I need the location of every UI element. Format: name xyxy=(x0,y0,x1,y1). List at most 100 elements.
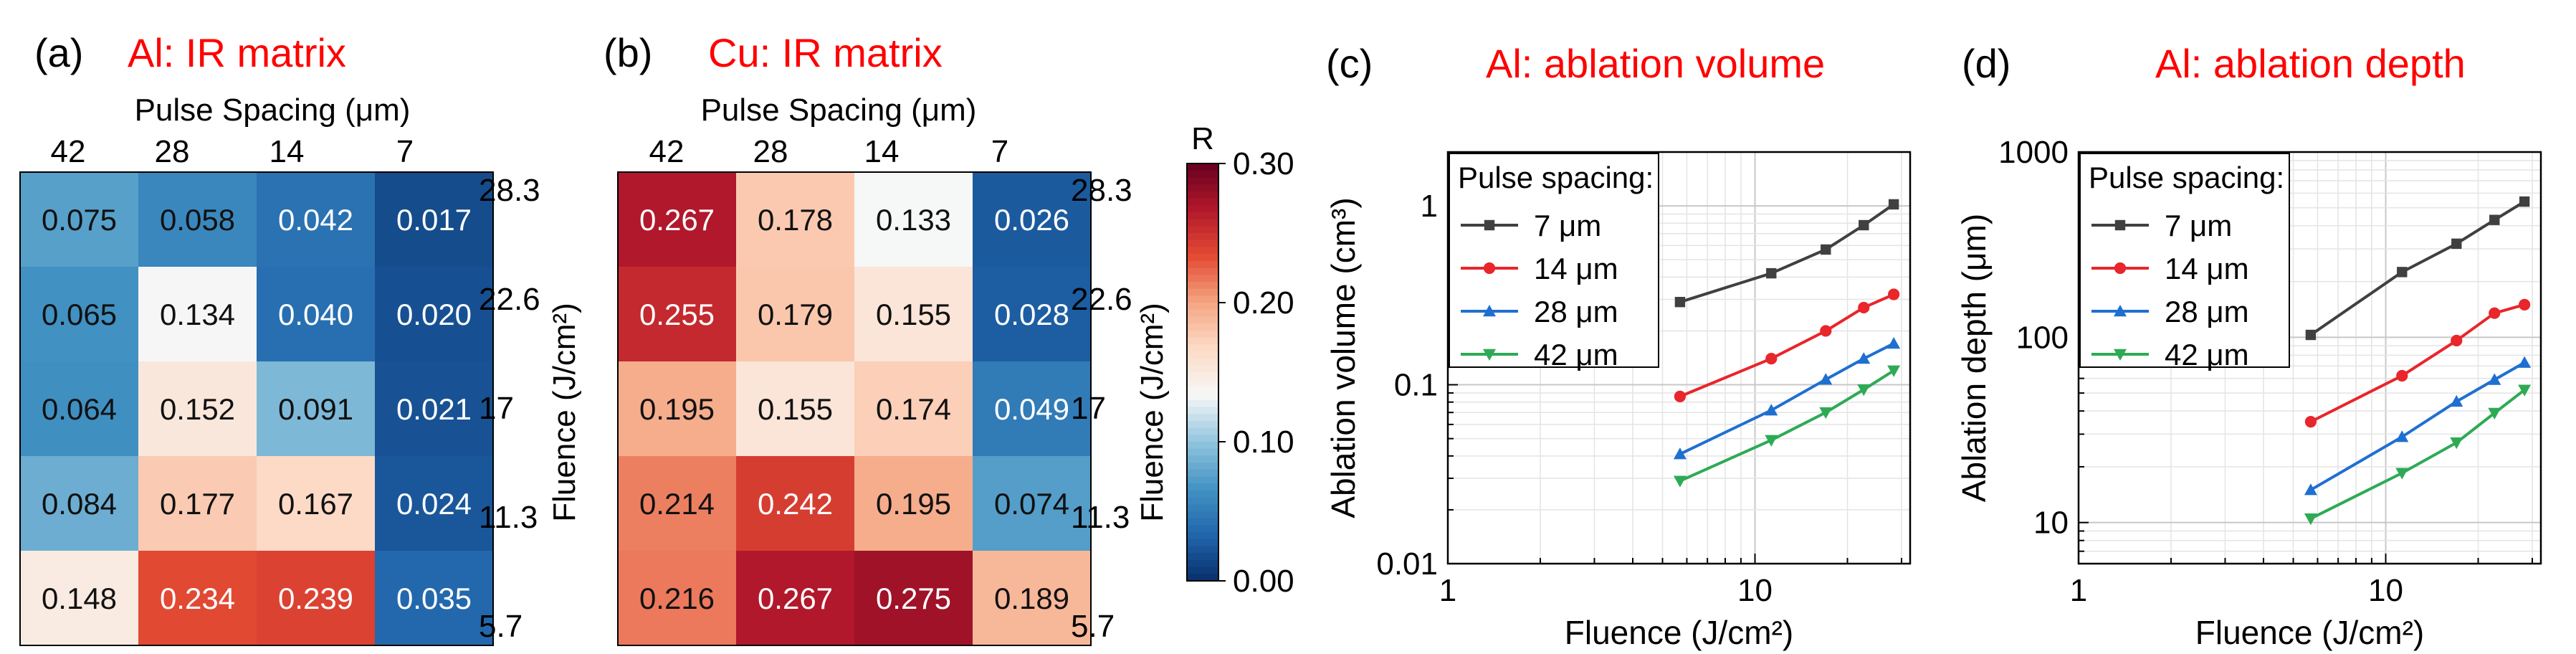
colorbar-segment xyxy=(1187,170,1218,178)
data-point xyxy=(1483,262,1496,275)
colorbar-segment xyxy=(1187,504,1218,512)
cell-value: 0.239 xyxy=(278,582,353,615)
cell-value: 0.040 xyxy=(278,298,353,331)
column-label: 7 xyxy=(991,134,1008,169)
colorbar-segment xyxy=(1187,316,1218,324)
colorbar-segment xyxy=(1187,212,1218,220)
colorbar-segment xyxy=(1187,205,1218,213)
legend-box xyxy=(2079,153,2290,368)
data-point xyxy=(1820,325,1832,337)
data-point xyxy=(2114,305,2127,317)
legend-entry: 28 μm xyxy=(1534,295,1618,328)
data-point xyxy=(2114,262,2127,275)
legend-title: Pulse spacing: xyxy=(1458,161,1654,194)
colorbar-segment xyxy=(1187,379,1218,387)
colorbar-segment xyxy=(1187,295,1218,303)
colorbar-segment xyxy=(1187,303,1218,311)
heatmap-cell xyxy=(20,361,139,457)
cell-value: 0.216 xyxy=(639,582,715,615)
panel-a-title: Al: IR matrix xyxy=(128,30,346,75)
cell-value: 0.148 xyxy=(42,582,117,615)
colorbar-segment xyxy=(1187,358,1218,366)
colorbar-segment xyxy=(1187,351,1218,359)
row-label: 22.6 xyxy=(1071,282,1132,317)
heatmap-cell xyxy=(618,267,737,362)
colorbar-frame xyxy=(1186,163,1219,582)
cell-value: 0.028 xyxy=(994,298,1069,331)
legend-entry: 28 μm xyxy=(2165,295,2249,328)
data-point xyxy=(2488,407,2501,420)
row-label: 5.7 xyxy=(1071,609,1115,644)
row-label: 11.3 xyxy=(479,500,538,535)
cell-value: 0.155 xyxy=(758,392,833,426)
heatmap-cell xyxy=(375,551,494,646)
y-tick-label: 10 xyxy=(2033,506,2069,541)
colorbar-segment xyxy=(1187,399,1218,408)
data-point xyxy=(2304,416,2317,428)
column-label: 28 xyxy=(753,134,788,169)
plot-frame xyxy=(1446,151,1912,565)
cell-value: 0.017 xyxy=(396,203,472,237)
cell-value: 0.179 xyxy=(758,298,833,331)
heatmap-cell xyxy=(618,456,737,551)
colorbar-segment xyxy=(1187,344,1218,352)
cell-value: 0.152 xyxy=(160,392,235,426)
cell-value: 0.242 xyxy=(758,487,833,521)
heatmap-cell xyxy=(20,551,139,646)
legend-entry: 42 μm xyxy=(2165,338,2249,371)
colorbar-segment xyxy=(1187,511,1218,519)
data-point xyxy=(2519,298,2531,311)
fluence-axis-label: Fluence (J/cm²) xyxy=(547,303,582,522)
colorbar-segment xyxy=(1187,414,1218,422)
colorbar-segment xyxy=(1187,330,1218,338)
data-point xyxy=(2518,356,2532,368)
column-label: 7 xyxy=(396,134,414,169)
x-axis-label: Fluence (J/cm²) xyxy=(2195,614,2424,651)
row-label: 17 xyxy=(1071,391,1106,426)
cell-value: 0.255 xyxy=(639,298,715,331)
legend-title: Pulse spacing: xyxy=(2089,161,2284,194)
heatmap-cell xyxy=(375,172,494,267)
colorbar-segment xyxy=(1187,448,1218,456)
data-point xyxy=(1484,219,1495,231)
heatmap-cell xyxy=(854,267,973,362)
colorbar-segment xyxy=(1187,497,1218,505)
row-label: 5.7 xyxy=(479,609,523,644)
colorbar-segment xyxy=(1187,233,1218,241)
colorbar-segment xyxy=(1187,463,1218,470)
colorbar-segment xyxy=(1187,483,1218,491)
data-point xyxy=(1887,337,1901,349)
cell-value: 0.177 xyxy=(160,487,235,521)
data-point xyxy=(1674,296,1686,308)
legend-entry: 14 μm xyxy=(1534,252,1618,285)
cell-value: 0.035 xyxy=(396,582,472,615)
heatmap-frame xyxy=(19,171,494,646)
x-tick-label: 10 xyxy=(1737,573,1773,608)
cell-value: 0.058 xyxy=(160,203,235,237)
colorbar-segment xyxy=(1187,260,1218,269)
colorbar-segment xyxy=(1187,309,1218,317)
row-label: 11.3 xyxy=(1071,500,1130,535)
cell-value: 0.084 xyxy=(42,487,117,521)
heatmap-cell xyxy=(973,172,1092,267)
heatmap-cell xyxy=(257,456,376,551)
data-point xyxy=(2451,334,2463,347)
colorbar-segment xyxy=(1187,469,1218,478)
panel-d-label: (d) xyxy=(1962,41,2010,86)
data-point xyxy=(2395,468,2409,480)
data-point xyxy=(1857,384,1871,397)
cell-value: 0.049 xyxy=(994,392,1069,426)
colorbar-tick-label: 0.10 xyxy=(1233,425,1294,460)
heatmap-cell xyxy=(973,456,1092,551)
y-axis-label: Ablation depth (μm) xyxy=(1955,214,1993,502)
legend-entry: 14 μm xyxy=(2165,252,2249,285)
colorbar-segment xyxy=(1187,553,1218,561)
data-point xyxy=(1858,301,1870,314)
colorbar-segment xyxy=(1187,420,1218,429)
heatmap-cell xyxy=(618,172,737,267)
cell-value: 0.021 xyxy=(396,392,472,426)
colorbar-segment xyxy=(1187,281,1218,290)
x-tick-label: 10 xyxy=(2368,573,2403,608)
data-point xyxy=(1819,407,1833,420)
legend-entry: 7 μm xyxy=(1534,209,1601,242)
